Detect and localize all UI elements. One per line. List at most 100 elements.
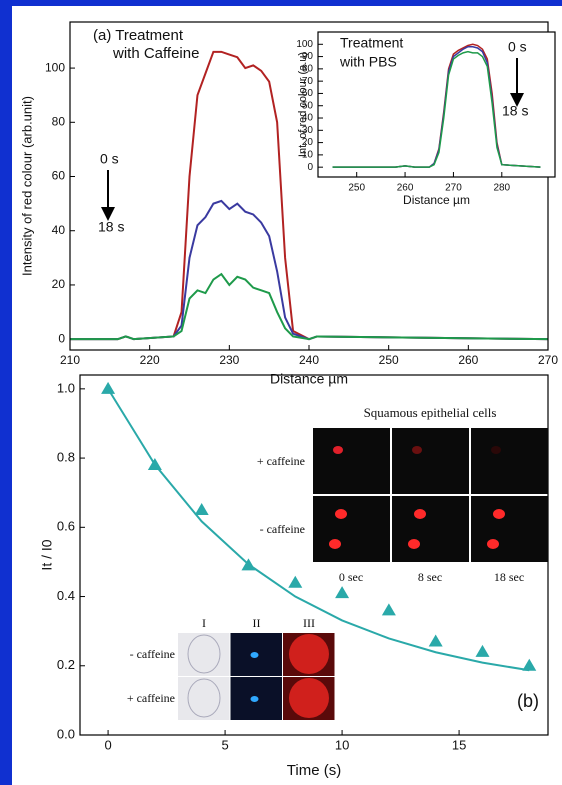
x-tick-label: 10 bbox=[335, 737, 349, 752]
annotation: 18 s bbox=[98, 219, 124, 235]
cell-outline bbox=[187, 634, 221, 674]
y-tick-label: 30 bbox=[302, 125, 314, 136]
series-line bbox=[70, 272, 549, 341]
x-tick-label: 220 bbox=[140, 353, 160, 367]
x-tick-label: 210 bbox=[60, 353, 80, 367]
x-tick-label: 280 bbox=[493, 183, 510, 194]
y-axis-label: Int. of red colour (a.u) bbox=[297, 52, 309, 157]
cell-nucleus bbox=[250, 696, 259, 702]
micrograph-column-label: II bbox=[253, 616, 261, 630]
y-tick-label: 0.6 bbox=[57, 519, 75, 534]
x-tick-label: 0 bbox=[104, 737, 111, 752]
micrograph-cell bbox=[392, 428, 469, 494]
x-tick-label: 250 bbox=[379, 353, 399, 367]
annotation: 18 s bbox=[502, 103, 528, 119]
data-point bbox=[522, 658, 537, 671]
y-tick-label: 70 bbox=[302, 76, 314, 87]
micrograph-column-label: 8 sec bbox=[418, 570, 442, 584]
micrograph-cell bbox=[178, 633, 230, 676]
x-tick-label: 15 bbox=[452, 737, 466, 752]
annotation: with PBS bbox=[339, 54, 397, 70]
x-axis-label: Time (s) bbox=[287, 762, 341, 779]
y-tick-label: 0.8 bbox=[57, 450, 75, 465]
y-tick-label: 80 bbox=[302, 64, 314, 75]
data-point bbox=[335, 586, 350, 599]
y-tick-label: 0 bbox=[58, 331, 65, 345]
data-point bbox=[381, 603, 396, 616]
plot-frame bbox=[317, 31, 556, 178]
cell-blob bbox=[329, 539, 341, 549]
cell-blob bbox=[408, 539, 420, 549]
series-line bbox=[107, 388, 530, 672]
micrograph-column-label: 0 sec bbox=[339, 570, 363, 584]
data-point bbox=[475, 644, 490, 657]
micrograph-title: Squamous epithelial cells bbox=[364, 405, 497, 420]
micrograph-cell bbox=[471, 496, 548, 562]
x-tick-label: 270 bbox=[445, 183, 462, 194]
y-tick-label: 40 bbox=[302, 113, 314, 124]
cell-outline bbox=[187, 678, 221, 718]
annotation: 0 s bbox=[508, 39, 527, 55]
x-tick-label: 270 bbox=[538, 353, 558, 367]
cell-blob bbox=[335, 509, 347, 519]
x-tick-label: 260 bbox=[397, 183, 414, 194]
y-tick-label: 90 bbox=[302, 51, 314, 62]
y-tick-label: 60 bbox=[302, 88, 314, 99]
cell-blob bbox=[491, 446, 501, 454]
cell-blob bbox=[412, 446, 422, 454]
y-tick-label: 60 bbox=[52, 169, 66, 183]
x-tick-label: 230 bbox=[219, 353, 239, 367]
annotation: (b) bbox=[517, 691, 539, 711]
y-tick-label: 0 bbox=[307, 162, 313, 173]
cell-blob bbox=[333, 446, 343, 454]
y-axis-label: Intensity of red colour (arb.unit) bbox=[19, 96, 34, 276]
micrograph-row-label: + caffeine bbox=[257, 454, 305, 468]
y-axis-label: It / I0 bbox=[39, 539, 55, 570]
y-tick-label: 1.0 bbox=[57, 380, 75, 395]
cell-stain bbox=[289, 634, 329, 674]
cell-stain bbox=[289, 678, 329, 718]
micrograph-cell bbox=[313, 496, 390, 562]
micrograph-row-label: + caffeine bbox=[127, 691, 175, 705]
micrograph-row-label: - caffeine bbox=[260, 522, 305, 536]
micrograph-column-label: 18 sec bbox=[494, 570, 524, 584]
annotation: (a) Treatment bbox=[93, 27, 184, 44]
micrograph-row-label: - caffeine bbox=[130, 647, 175, 661]
micrograph-column-label: III bbox=[303, 616, 315, 630]
micrograph-cell bbox=[392, 496, 469, 562]
x-axis-label: Distance µm bbox=[403, 193, 470, 207]
data-point bbox=[194, 503, 209, 515]
y-tick-label: 100 bbox=[296, 39, 313, 50]
data-point bbox=[288, 575, 303, 588]
y-tick-label: 0.4 bbox=[57, 588, 75, 603]
x-tick-label: 240 bbox=[299, 353, 319, 367]
cell-blob bbox=[493, 509, 505, 519]
y-tick-label: 40 bbox=[52, 223, 66, 237]
y-tick-label: 100 bbox=[45, 60, 65, 74]
micrograph-cell bbox=[313, 428, 390, 494]
data-point bbox=[428, 634, 443, 647]
y-tick-label: 0.2 bbox=[57, 657, 75, 672]
x-tick-label: 5 bbox=[221, 737, 228, 752]
y-tick-label: 10 bbox=[302, 150, 314, 161]
cell-blob bbox=[414, 509, 426, 519]
micrograph-cell bbox=[178, 677, 230, 720]
y-tick-label: 0.0 bbox=[57, 726, 75, 741]
y-tick-label: 50 bbox=[302, 100, 314, 111]
cell-nucleus bbox=[250, 652, 259, 658]
annotation: Treatment bbox=[340, 35, 403, 51]
micrograph-column-label: I bbox=[202, 616, 206, 630]
micrograph-cell bbox=[471, 428, 548, 494]
x-tick-label: 260 bbox=[458, 353, 478, 367]
series-line bbox=[332, 50, 541, 168]
x-axis-label: Distance µm bbox=[270, 371, 348, 387]
y-tick-label: 20 bbox=[52, 277, 66, 291]
annotation: 0 s bbox=[100, 151, 119, 167]
plot-frame bbox=[69, 21, 549, 351]
annotation: with Caffeine bbox=[112, 45, 199, 62]
data-point bbox=[101, 381, 116, 394]
cell-blob bbox=[487, 539, 499, 549]
y-tick-label: 80 bbox=[52, 114, 66, 128]
y-tick-label: 20 bbox=[302, 137, 314, 148]
